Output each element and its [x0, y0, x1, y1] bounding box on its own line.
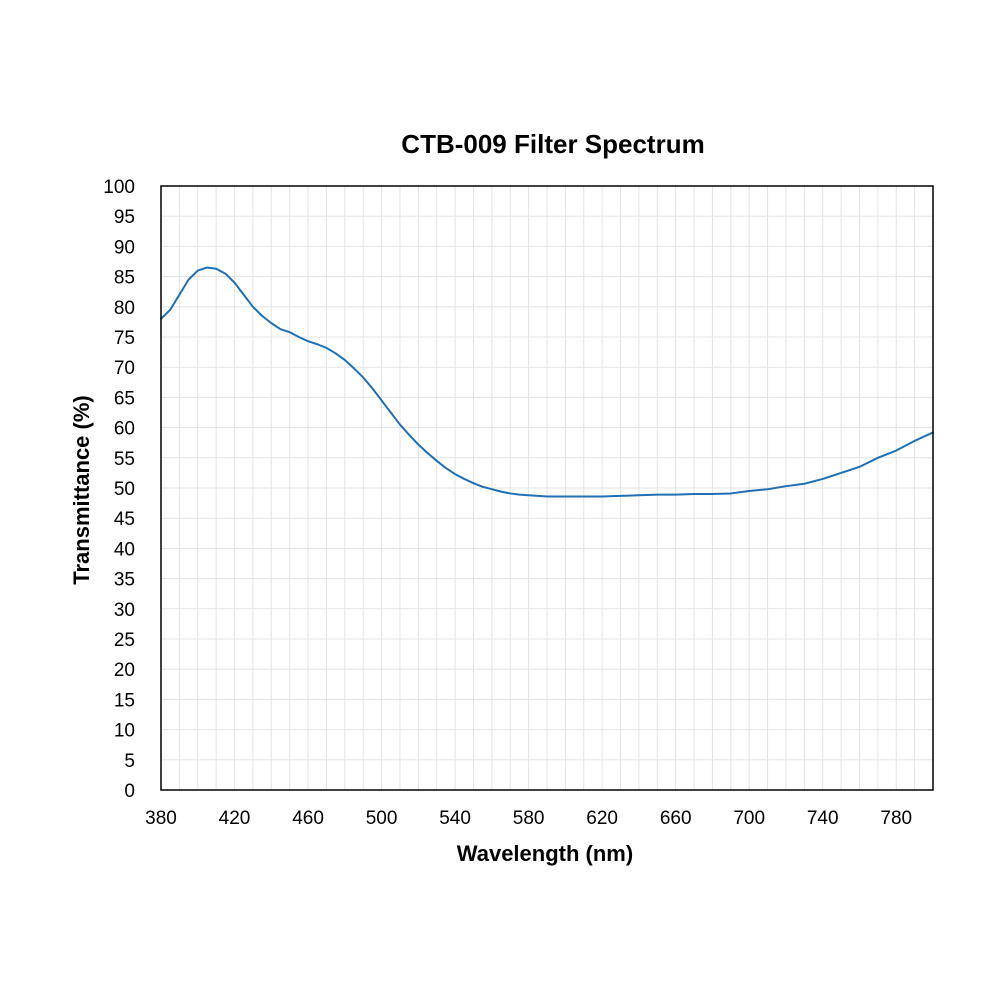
x-tick-label: 740 [807, 808, 839, 829]
chart-title: CTB-009 Filter Spectrum [401, 129, 704, 159]
y-tick-label: 45 [114, 509, 135, 530]
y-tick-label: 40 [114, 539, 135, 560]
y-tick-label: 10 [114, 721, 135, 742]
y-tick-label: 30 [114, 600, 135, 621]
y-tick-label: 55 [114, 449, 135, 470]
y-tick-label: 5 [124, 751, 135, 772]
y-tick-label: 80 [114, 298, 135, 319]
series-line-transmittance [160, 266, 934, 498]
y-tick-label: 0 [124, 781, 135, 802]
x-axis-label: Wavelength (nm) [457, 841, 633, 866]
y-axis-ticks: 0 5 10 15 20 25 30 35 40 45 50 55 60 65 70 75 80 85 90 95 10… [103, 177, 135, 802]
y-tick-label: 85 [114, 268, 135, 289]
x-tick-label: 620 [586, 808, 618, 829]
plot-area-frame [160, 185, 934, 791]
y-tick-label: 20 [114, 660, 135, 681]
y-tick-label: 90 [114, 237, 135, 258]
y-tick-label: 70 [114, 358, 135, 379]
x-tick-label: 780 [880, 808, 912, 829]
y-tick-label: 50 [114, 479, 135, 500]
x-tick-label: 420 [219, 808, 251, 829]
y-tick-label: 100 [103, 177, 135, 198]
x-tick-label: 380 [145, 808, 177, 829]
x-tick-label: 500 [366, 808, 398, 829]
series-group [160, 266, 934, 498]
y-tick-label: 35 [114, 570, 135, 591]
y-axis-label: Transmittance (%) [69, 395, 94, 585]
y-tick-label: 75 [114, 328, 135, 349]
x-axis-ticks: 380 420 460 500 540 580 620 660 700 740 780 [145, 808, 912, 829]
grid [161, 186, 933, 790]
y-tick-label: 15 [114, 690, 135, 711]
x-tick-label: 580 [513, 808, 545, 829]
y-tick-label: 95 [114, 207, 135, 228]
x-tick-label: 540 [439, 808, 471, 829]
y-tick-label: 25 [114, 630, 135, 651]
x-tick-label: 460 [292, 808, 324, 829]
x-tick-label: 660 [660, 808, 692, 829]
y-tick-label: 65 [114, 388, 135, 409]
y-tick-label: 60 [114, 419, 135, 440]
x-tick-label: 700 [733, 808, 765, 829]
